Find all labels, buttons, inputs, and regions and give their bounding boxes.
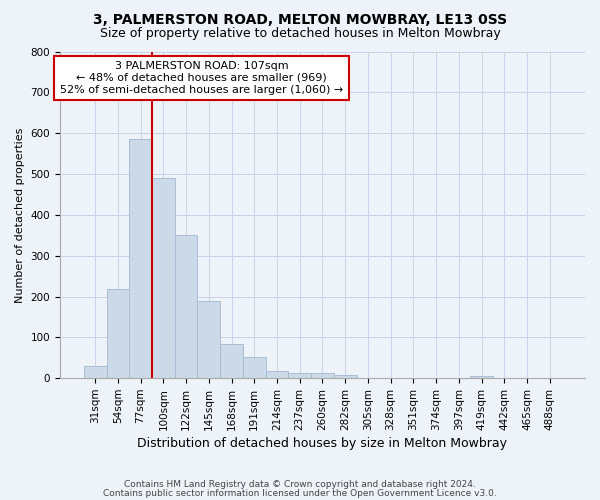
Text: 3, PALMERSTON ROAD, MELTON MOWBRAY, LE13 0SS: 3, PALMERSTON ROAD, MELTON MOWBRAY, LE13… — [93, 12, 507, 26]
Bar — [266, 372, 289, 378]
Bar — [220, 344, 243, 378]
Bar — [152, 178, 175, 378]
Bar — [107, 289, 129, 378]
Bar — [470, 376, 493, 378]
Bar — [243, 357, 266, 378]
Y-axis label: Number of detached properties: Number of detached properties — [15, 127, 25, 302]
Bar — [334, 375, 356, 378]
Bar — [197, 302, 220, 378]
Text: Contains HM Land Registry data © Crown copyright and database right 2024.: Contains HM Land Registry data © Crown c… — [124, 480, 476, 489]
Bar — [175, 236, 197, 378]
Text: Contains public sector information licensed under the Open Government Licence v3: Contains public sector information licen… — [103, 488, 497, 498]
Bar — [289, 373, 311, 378]
Bar — [129, 140, 152, 378]
Text: 3 PALMERSTON ROAD: 107sqm
← 48% of detached houses are smaller (969)
52% of semi: 3 PALMERSTON ROAD: 107sqm ← 48% of detac… — [60, 62, 343, 94]
X-axis label: Distribution of detached houses by size in Melton Mowbray: Distribution of detached houses by size … — [137, 437, 508, 450]
Bar — [311, 373, 334, 378]
Text: Size of property relative to detached houses in Melton Mowbray: Size of property relative to detached ho… — [100, 28, 500, 40]
Bar — [84, 366, 107, 378]
